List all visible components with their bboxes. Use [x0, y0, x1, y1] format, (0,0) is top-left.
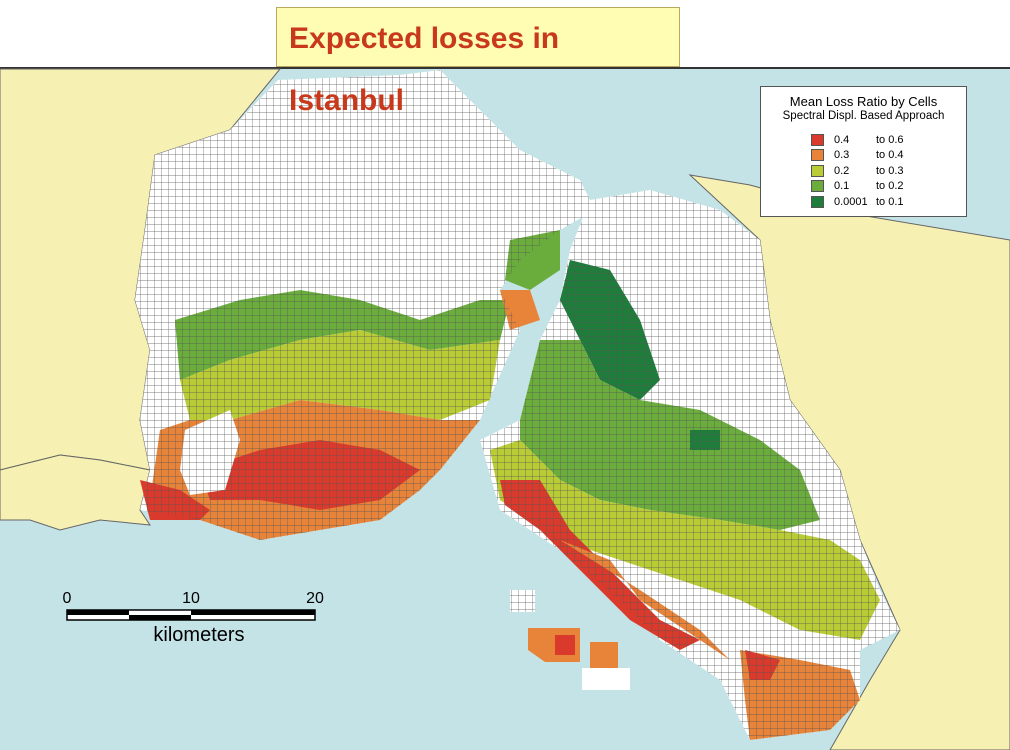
legend-subtitle: Spectral Displ. Based Approach: [782, 110, 945, 122]
scale-tick-label: 20: [306, 590, 324, 607]
legend-swatch: [811, 164, 824, 177]
legend-to: to 0.4: [876, 149, 904, 162]
legend-from: 0.0001: [834, 195, 868, 208]
legend-swatch: [811, 133, 824, 146]
europe-cells: [135, 70, 595, 540]
legend-item: 0.0001 to 0.1: [811, 194, 966, 210]
scale-tick-label: 10: [182, 590, 200, 607]
legend-swatch: [811, 195, 824, 208]
legend-swatch: [811, 180, 824, 193]
legend-to: to 0.6: [876, 133, 904, 146]
legend-items: 0.4 to 0.6 0.3 to 0.4 0.2 to 0.3 0.1 to 0.2 0.00…: [811, 132, 966, 210]
asia-cells: [480, 190, 900, 740]
island-cells: [510, 590, 630, 690]
legend: Mean Loss Ratio by Cells Spectral Displ.…: [760, 86, 967, 217]
legend-from: 0.4: [834, 133, 850, 146]
legend-from: 0.3: [834, 149, 850, 162]
legend-from: 0.2: [834, 164, 850, 177]
legend-item: 0.2 to 0.3: [811, 163, 966, 179]
legend-title: Mean Loss Ratio by Cells: [789, 94, 938, 109]
land-southwest: [0, 454, 152, 531]
scale-bar: 0 10 20 kilometers: [63, 590, 324, 646]
legend-item: 0.1 to 0.2: [811, 179, 966, 195]
legend-to: to 0.2: [876, 180, 904, 193]
scale-unit: kilometers: [153, 624, 244, 646]
legend-item: 0.4 to 0.6: [811, 132, 966, 148]
title: Expected losses in Istanbul: [276, 7, 680, 117]
legend-to: to 0.3: [876, 164, 904, 177]
legend-item: 0.3 to 0.4: [811, 148, 966, 164]
legend-swatch: [811, 149, 824, 162]
scale-tick-label: 0: [63, 590, 72, 607]
legend-to: to 0.1: [876, 195, 904, 208]
legend-from: 0.1: [834, 180, 850, 193]
